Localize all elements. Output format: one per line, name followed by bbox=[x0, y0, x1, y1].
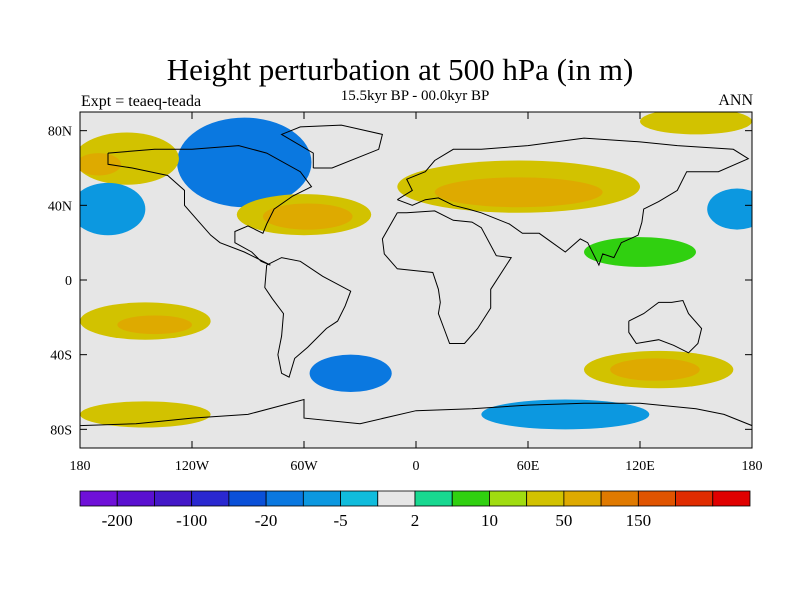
anomaly-region bbox=[177, 117, 312, 208]
coastline bbox=[107, 145, 313, 266]
x-tick-label: 0 bbox=[413, 459, 420, 474]
anomaly-region bbox=[584, 237, 696, 267]
colorbar-swatch bbox=[302, 490, 341, 507]
x-tick-label: 60W bbox=[290, 459, 318, 474]
anomaly-region bbox=[640, 112, 752, 135]
colorbar-swatch bbox=[265, 490, 304, 507]
season-label: ANN bbox=[718, 92, 753, 109]
anomaly-region bbox=[309, 354, 392, 393]
colorbar-label: -5 bbox=[333, 511, 347, 530]
anomaly-region bbox=[80, 401, 211, 428]
colorbar-swatch bbox=[414, 490, 453, 507]
experiment-label: Expt = teaeq-teada bbox=[81, 93, 202, 110]
colorbar-label: -100 bbox=[176, 511, 207, 530]
y-tick-label: 0 bbox=[65, 274, 72, 289]
y-tick-label: 40S bbox=[50, 349, 72, 364]
y-axis: 80N 40N 0 40S 80S bbox=[48, 125, 752, 438]
plot-subtitle: 15.5kyr BP - 00.0kyr BP bbox=[340, 88, 490, 104]
colorbar-label: 50 bbox=[555, 511, 572, 530]
colorbar-swatch bbox=[637, 490, 676, 507]
x-axis: 180 120W 60W 0 60E 120E 180 bbox=[70, 112, 763, 474]
colorbar-label: -20 bbox=[255, 511, 278, 530]
anomaly-region bbox=[610, 358, 700, 381]
colorbar-swatch bbox=[600, 490, 639, 507]
coastlines bbox=[80, 124, 752, 427]
colorbar-swatch bbox=[563, 490, 602, 507]
y-tick-label: 40N bbox=[48, 199, 72, 214]
colorbar-label: -200 bbox=[102, 511, 133, 530]
coastline bbox=[280, 124, 384, 169]
y-tick-label: 80N bbox=[48, 125, 72, 140]
colorbar-label: 10 bbox=[481, 511, 498, 530]
coastline bbox=[397, 137, 750, 267]
colorbar-label: 150 bbox=[626, 511, 652, 530]
x-tick-label: 120W bbox=[175, 459, 210, 474]
anomaly-region bbox=[481, 399, 650, 430]
colorbar-label: 2 bbox=[411, 511, 420, 530]
anomaly-field bbox=[80, 112, 752, 430]
colorbar-swatch bbox=[451, 490, 490, 507]
anomaly-region bbox=[117, 315, 192, 335]
colorbar-swatch bbox=[79, 490, 118, 507]
x-tick-label: 180 bbox=[70, 459, 91, 474]
anomaly-region bbox=[262, 203, 353, 230]
anomaly-region bbox=[80, 182, 146, 236]
colorbar-swatch bbox=[191, 490, 230, 507]
coastline bbox=[264, 257, 352, 378]
y-tick-label: 80S bbox=[50, 423, 72, 438]
coastline bbox=[381, 210, 513, 344]
colorbar: -200 -100 -20 -5 2 10 50 150 bbox=[79, 490, 751, 530]
colorbar-swatch bbox=[489, 490, 528, 507]
page-title: Height perturbation at 500 hPa (in m) bbox=[166, 52, 634, 87]
x-tick-label: 60E bbox=[517, 459, 540, 474]
colorbar-swatch bbox=[712, 490, 751, 507]
colorbar-swatch bbox=[377, 490, 416, 507]
colorbar-swatch bbox=[154, 490, 193, 507]
colorbar-swatch bbox=[526, 490, 565, 507]
coastline bbox=[628, 299, 703, 354]
anomaly-region bbox=[434, 177, 603, 208]
colorbar-swatch bbox=[116, 490, 155, 507]
x-tick-label: 180 bbox=[742, 459, 763, 474]
x-tick-label: 120E bbox=[625, 459, 655, 474]
colorbar-swatch bbox=[228, 490, 267, 507]
colorbar-swatch bbox=[340, 490, 379, 507]
coastline bbox=[80, 398, 752, 427]
colorbar-swatch bbox=[675, 490, 714, 507]
anomaly-region bbox=[707, 188, 752, 230]
anomaly-region bbox=[80, 153, 122, 176]
